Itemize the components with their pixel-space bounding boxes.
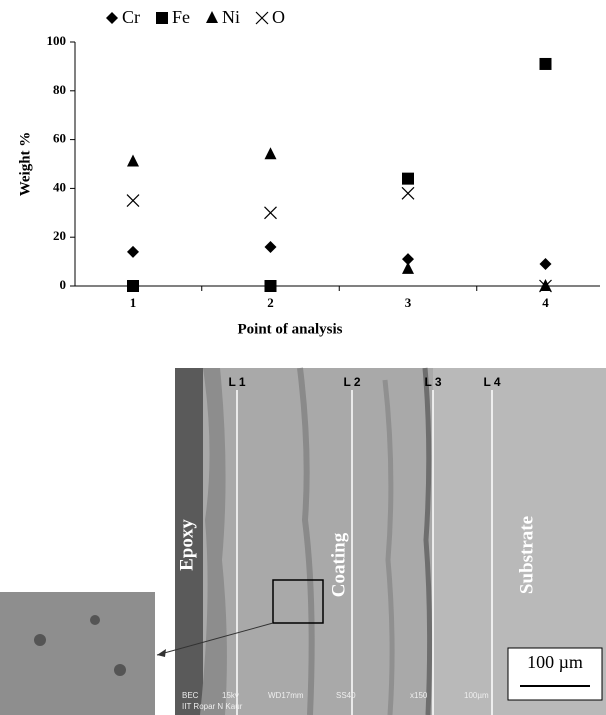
line-label: L 2 [343, 375, 360, 389]
y-tick-label: 80 [53, 82, 66, 97]
line-label: L 1 [228, 375, 245, 389]
micrograph-crack [422, 367, 433, 715]
zoom-arrow [156, 622, 274, 656]
line-label: L 4 [483, 375, 500, 389]
legend-label: O [272, 7, 285, 27]
region-label: Substrate [516, 516, 537, 594]
legend-marker [255, 11, 269, 25]
micrograph-epoxy [175, 368, 203, 715]
legend-marker [156, 12, 168, 24]
x-axis-label: Point of analysis [237, 321, 342, 337]
region-label: Coating [328, 532, 349, 597]
footer-text: 15kv [222, 691, 239, 700]
footer-text: x150 [410, 691, 428, 700]
line-label: L 3 [424, 375, 441, 389]
y-tick-label: 40 [53, 179, 66, 194]
y-tick-label: 60 [53, 131, 66, 146]
marker-square [264, 280, 277, 292]
marker-diamond [264, 240, 277, 253]
arrow-head [157, 649, 166, 657]
y-axis-label: Weight % [17, 132, 33, 197]
marker-cross [126, 194, 140, 208]
footer-text: BEC [182, 691, 199, 700]
scale-bar-label: 100 µm [527, 652, 583, 672]
marker-cross [539, 279, 552, 293]
marker-triangle [264, 147, 277, 160]
marker-cross [264, 206, 277, 220]
marker-square [539, 57, 552, 70]
micrograph-crack [382, 379, 395, 715]
marker-square [127, 280, 139, 292]
scale-bar-box [507, 647, 603, 701]
x-tick-label: 3 [405, 295, 412, 310]
inset-pore [114, 664, 126, 676]
legend-label: Fe [172, 7, 190, 27]
marker-triangle [127, 154, 139, 167]
legend-label: Cr [122, 7, 140, 27]
y-tick-label: 100 [47, 33, 67, 48]
x-tick-label: 4 [542, 295, 549, 310]
marker-diamond [539, 258, 552, 271]
marker-square [402, 172, 414, 185]
y-tick-label: 0 [60, 277, 67, 292]
footer-text: WD17mm [268, 691, 304, 700]
footer-text: 100µm [464, 691, 489, 700]
marker-triangle [402, 261, 414, 274]
x-tick-label: 2 [267, 295, 274, 310]
legend-marker [206, 11, 218, 23]
marker-diamond [402, 253, 414, 266]
zoom-box [272, 579, 324, 624]
footer-text: SS40 [336, 691, 356, 700]
region-label: Epoxy [176, 519, 197, 571]
inset-pore [90, 615, 100, 625]
inset-image [0, 592, 155, 715]
legend-marker [106, 12, 118, 24]
x-tick-label: 1 [130, 295, 137, 310]
legend-label: Ni [222, 7, 240, 27]
y-tick-label: 20 [53, 228, 66, 243]
micrograph-edge [200, 368, 227, 715]
marker-triangle [539, 279, 552, 291]
footer-text: IIT Ropar N Kaur [182, 702, 243, 711]
marker-cross [401, 186, 415, 200]
micrograph-crack [297, 367, 315, 715]
marker-diamond [127, 245, 139, 258]
micrograph: 100 µm L 1 L 2 L 3 L 4 Epoxy Coating Sub… [0, 367, 606, 715]
inset-pore [34, 634, 46, 646]
